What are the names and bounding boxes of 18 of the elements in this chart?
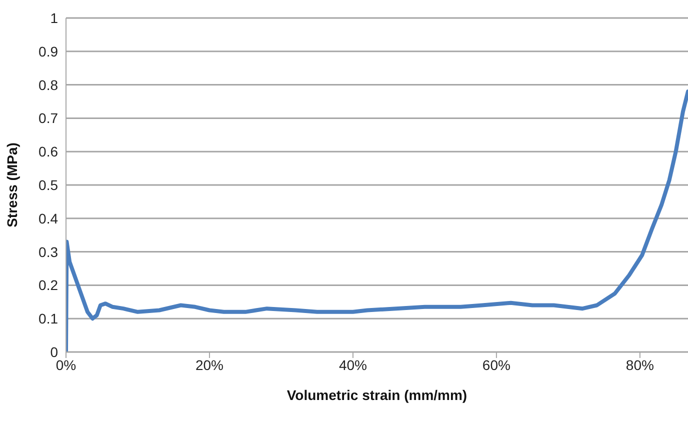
y-axis-title: Stress (MPa) <box>4 142 20 228</box>
y-tick-label: 0.7 <box>38 110 58 126</box>
y-tick-label: 0.9 <box>38 43 58 60</box>
y-tick-label: 0.4 <box>38 210 58 226</box>
y-tick-label: 0.2 <box>38 277 58 294</box>
y-tick-label: 0.1 <box>38 310 58 327</box>
y-tick-label: 0.6 <box>38 144 58 160</box>
y-tick-label: 0 <box>50 344 58 360</box>
y-tick-label: 0.5 <box>38 176 58 193</box>
x-tick-label: 60% <box>482 356 510 373</box>
y-tick-label: 0.3 <box>38 244 58 260</box>
x-tick-label: 80% <box>626 356 654 373</box>
x-tick-label: 40% <box>338 356 367 373</box>
x-tick-label: 20% <box>195 356 224 373</box>
x-tick-label: 0% <box>56 356 76 373</box>
x-axis-title: Volumetric strain (mm/mm) <box>286 387 468 403</box>
y-tick-label: 0.8 <box>38 76 58 93</box>
y-tick-label: 1 <box>50 10 58 26</box>
